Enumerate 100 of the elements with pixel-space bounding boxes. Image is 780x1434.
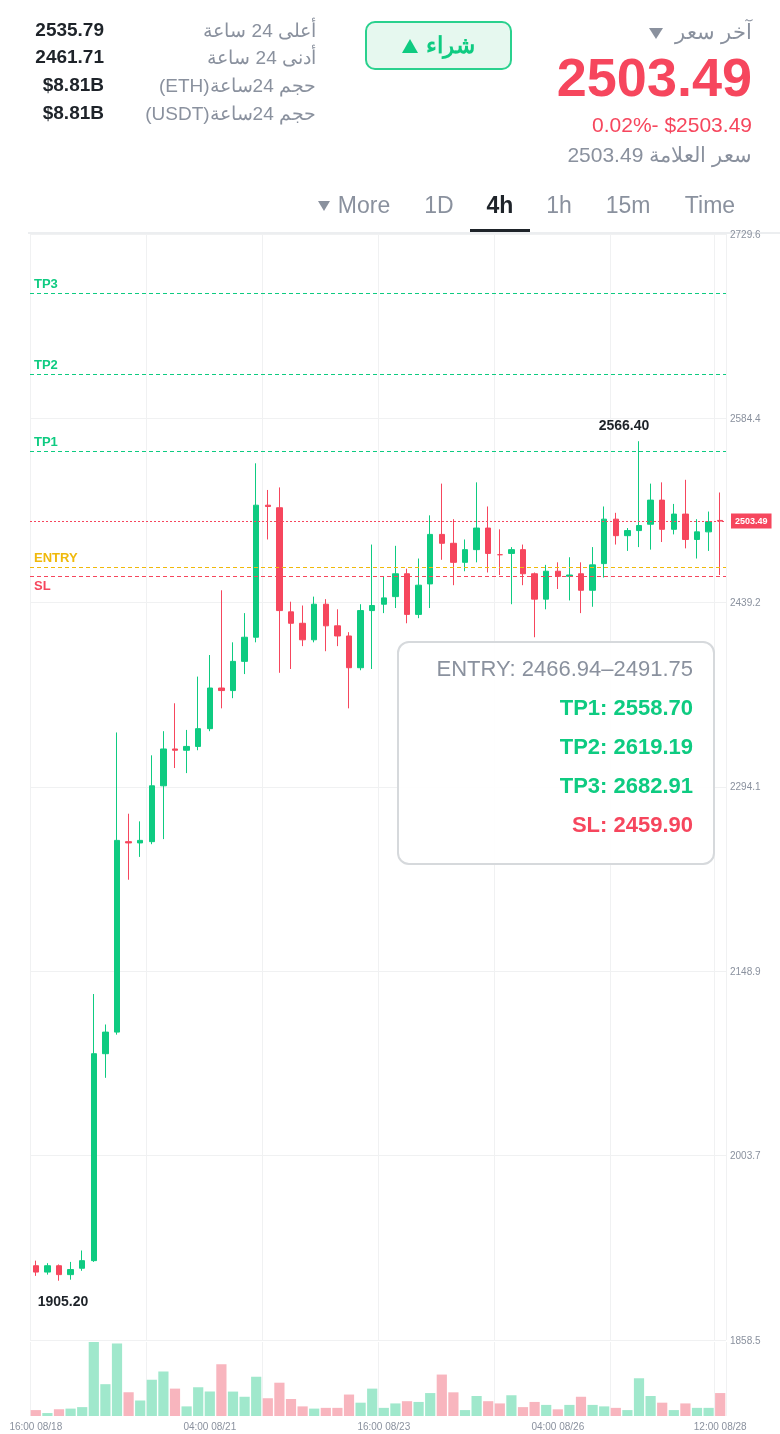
bar (169, 1388, 181, 1416)
bar (204, 1391, 215, 1416)
bar (135, 1400, 146, 1416)
candlestick (207, 654, 213, 732)
text: حجم 24ساعة(USDT) (145, 103, 316, 125)
candlestick (415, 558, 422, 619)
x-tick-label: 04:00 08/21 (183, 1420, 237, 1432)
bar (494, 1403, 505, 1416)
x-tick-label: 16:00 08/23 (357, 1420, 411, 1432)
bar (506, 1395, 517, 1416)
x-tick-label: 12:00 08/28 (693, 1420, 748, 1432)
ref-line-label: TP3 (34, 276, 58, 292)
candlestick (323, 598, 329, 652)
candlestick (299, 605, 306, 647)
text: $8.81B (42, 74, 104, 96)
candlestick (149, 754, 155, 845)
candlestick (462, 538, 468, 572)
candlestick (566, 556, 573, 601)
text: Time (684, 192, 736, 219)
candlestick (346, 631, 352, 709)
candlestick (427, 514, 433, 609)
candlestick (288, 601, 294, 670)
bar (541, 1404, 552, 1416)
text: 1D (424, 192, 454, 219)
text: حجم 24ساعة(ETH) (158, 75, 316, 97)
candlestick (230, 641, 236, 699)
candlestick (241, 612, 248, 675)
ref-line-label: TP1 (34, 433, 58, 449)
bar (564, 1404, 575, 1416)
candlestick (311, 596, 317, 643)
candlestick (369, 544, 375, 670)
candlestick (160, 730, 167, 840)
candlestick (543, 564, 549, 610)
candlestick (44, 1262, 51, 1276)
annotation: 2566.40 (598, 417, 650, 434)
text: 2461.71 (35, 46, 104, 68)
ref-line-label: TP2 (34, 357, 58, 373)
buy-button[interactable]: شراء (365, 21, 512, 70)
ref-line-label: ENTRY (34, 550, 78, 566)
text: 15m (605, 192, 651, 219)
text: $8.81B (42, 102, 104, 124)
annotation: TP2: 2619.19 (559, 734, 693, 760)
candlestick (334, 608, 341, 647)
y-tick-label: 2584.4 (730, 412, 762, 424)
bar (309, 1408, 320, 1416)
bar (715, 1393, 726, 1416)
candlestick (183, 729, 190, 774)
y-tick-label: 2294.1 (730, 781, 762, 793)
candlestick (508, 546, 515, 605)
candlestick (91, 993, 97, 1263)
candlestick (102, 1023, 109, 1079)
x-tick-label: 16:00 08/18 (9, 1420, 63, 1432)
candlestick (381, 575, 387, 614)
text: More (337, 192, 391, 219)
y-tick-label: 1858.5 (730, 1334, 762, 1346)
candlestick (137, 820, 143, 858)
candlestick (195, 676, 201, 751)
candlestick (125, 813, 132, 881)
candlestick (694, 518, 700, 560)
annotation: TP3: 2682.91 (559, 773, 693, 799)
candlestick (601, 505, 607, 579)
candlestick (172, 702, 178, 769)
bar (53, 1409, 65, 1416)
candlestick (114, 731, 120, 1036)
bar (552, 1409, 563, 1416)
candlestick (67, 1261, 74, 1281)
x-tick-label: 04:00 08/26 (531, 1420, 585, 1432)
y-tick-label: 2003.7 (730, 1150, 762, 1162)
candlestick (624, 527, 631, 552)
text: آخر سعر (675, 20, 752, 44)
candlestick (671, 503, 677, 535)
bar (668, 1410, 679, 1416)
annotation: ENTRY: 2466.94–2491.75 (436, 656, 693, 682)
candlestick (392, 545, 399, 609)
candlestick (218, 589, 225, 709)
ref-line-label: 2503.49 (735, 516, 768, 527)
text: 2535.79 (35, 19, 104, 41)
ref-line-label: SL (34, 578, 51, 594)
text: 4h (486, 192, 514, 219)
bar (610, 1407, 621, 1416)
bar (657, 1402, 668, 1416)
text: 0.02%- $2503.49 (592, 113, 752, 137)
candlestick (589, 546, 596, 608)
candlestick (705, 511, 712, 552)
candlestick (253, 462, 259, 643)
annotation: 1905.20 (37, 1292, 89, 1309)
candlestick (473, 481, 480, 563)
bar (42, 1413, 53, 1416)
candlestick (79, 1249, 85, 1272)
bar (30, 1410, 41, 1416)
bar (483, 1401, 494, 1416)
text: 2503.49 (556, 47, 752, 108)
annotation: SL: 2459.90 (571, 812, 693, 838)
text: 1h (546, 192, 572, 219)
bar (680, 1403, 691, 1416)
annotation: TP1: 2558.70 (559, 695, 693, 721)
bar (401, 1401, 413, 1416)
text: سعر العلامة 2503.49 (567, 143, 752, 167)
y-tick-label: 2439.2 (730, 597, 762, 609)
candlestick (647, 483, 654, 551)
